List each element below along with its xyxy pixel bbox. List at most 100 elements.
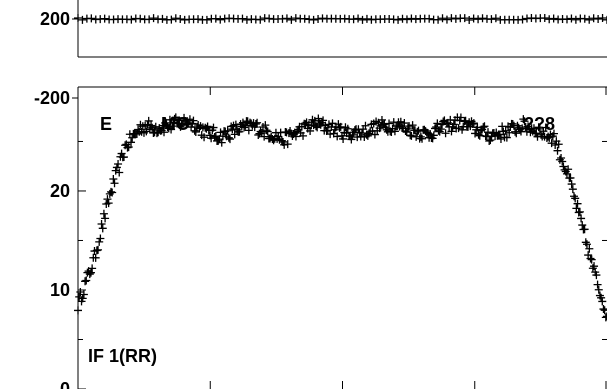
amplitude-point <box>263 127 272 136</box>
phase-point <box>167 15 176 24</box>
amplitude-point <box>361 121 370 130</box>
amplitude-point <box>570 192 579 201</box>
phase-point <box>74 14 82 23</box>
amplitude-point <box>594 285 603 294</box>
amplitude-point <box>81 277 90 286</box>
amplitude-point <box>580 225 589 234</box>
amplitude-point <box>160 128 169 137</box>
amplitude-point <box>124 143 133 152</box>
amplitude-point <box>224 133 233 142</box>
amplitude-point <box>119 153 128 162</box>
phase-point <box>136 14 145 23</box>
amplitude-point <box>407 131 416 140</box>
amplitude-point <box>390 127 399 136</box>
phase-point <box>594 14 603 23</box>
amplitude-point <box>590 262 599 271</box>
amplitude-point <box>223 126 232 135</box>
amplitude-point <box>151 122 160 131</box>
amplitude-point <box>143 120 152 129</box>
amplitude-point <box>441 129 450 138</box>
amplitude-point <box>280 140 289 149</box>
amplitude-point <box>396 117 405 126</box>
amplitude-point <box>88 264 97 273</box>
phase-point <box>442 15 451 24</box>
amplitude-point <box>593 280 602 289</box>
phase-point <box>567 14 576 23</box>
amplitude-point <box>439 117 448 126</box>
phase-point <box>571 15 580 24</box>
phase-point <box>149 14 158 23</box>
amplitude-point <box>314 114 323 123</box>
amplitude-point <box>553 146 562 155</box>
amplitude-point <box>191 127 200 136</box>
amplitude-point <box>112 163 121 172</box>
amplitude-point <box>568 185 577 194</box>
amplitude-point <box>339 134 348 143</box>
amplitude-point <box>572 204 581 213</box>
amplitude-point <box>95 237 104 246</box>
phase-point <box>202 15 211 24</box>
amplitude-point <box>283 140 292 149</box>
phase-points <box>74 14 607 24</box>
amplitude-point <box>562 169 571 178</box>
amplitude-point <box>557 154 566 163</box>
amplitude-point <box>109 174 118 183</box>
phase-point <box>518 15 527 24</box>
amplitude-point <box>603 312 607 321</box>
amplitude-point <box>502 133 511 142</box>
amplitude-point <box>96 234 105 243</box>
amplitude-point <box>217 138 226 147</box>
phase-point <box>211 14 220 23</box>
amplitude-point <box>385 119 394 128</box>
phase-panel: 200 -200 <box>34 0 607 108</box>
phase-point <box>474 15 483 24</box>
amplitude-point <box>214 136 223 145</box>
panel-annotation: E <box>100 114 112 134</box>
amplitude-point <box>575 207 584 216</box>
amplitude-point <box>599 305 607 314</box>
amplitude-point <box>508 120 517 129</box>
amplitude-point <box>260 132 269 141</box>
amplitude-point <box>532 129 541 138</box>
phase-point <box>78 15 87 24</box>
phase-point <box>585 15 594 24</box>
amplitude-point <box>416 132 425 141</box>
amplitude-point <box>484 128 493 137</box>
amplitude-point <box>534 123 543 132</box>
phase-point <box>127 15 136 24</box>
panel-annotation: 2?8 <box>524 114 555 134</box>
amplitude-point <box>400 119 409 128</box>
phase-point <box>358 15 367 24</box>
amplitude-point <box>347 135 356 144</box>
amplitude-point <box>549 129 558 138</box>
amplitude-point <box>321 121 330 130</box>
amplitude-point <box>496 135 505 144</box>
panel-label: IF 1(RR) <box>88 346 157 366</box>
amplitude-point <box>474 130 483 139</box>
amplitude-point <box>114 159 123 168</box>
phase-point <box>354 14 363 23</box>
amplitude-point <box>547 139 556 148</box>
amplitude-point <box>169 118 178 127</box>
phase-point <box>425 14 434 23</box>
phase-point <box>438 14 447 23</box>
phase-point <box>362 14 371 23</box>
amplitude-point <box>350 126 359 135</box>
amplitude-point <box>79 290 88 299</box>
amplitude-point <box>253 118 262 127</box>
amplitude-point <box>578 221 587 230</box>
phase-y-tick-label: 200 <box>40 9 70 29</box>
amplitude-point <box>429 131 438 140</box>
amplitude-point <box>108 188 117 197</box>
amplitude-point <box>277 136 286 145</box>
amplitude-point <box>228 125 237 134</box>
amplitude-point <box>545 133 554 142</box>
amplitude-point <box>115 168 124 177</box>
amplitude-point <box>585 244 594 253</box>
amplitude-point <box>558 157 567 166</box>
amplitude-point <box>299 131 308 140</box>
amplitude-point <box>598 297 607 306</box>
amplitude-y-tick-label: 10 <box>50 280 70 300</box>
amplitude-point <box>225 135 234 144</box>
amplitude-point <box>319 116 328 125</box>
